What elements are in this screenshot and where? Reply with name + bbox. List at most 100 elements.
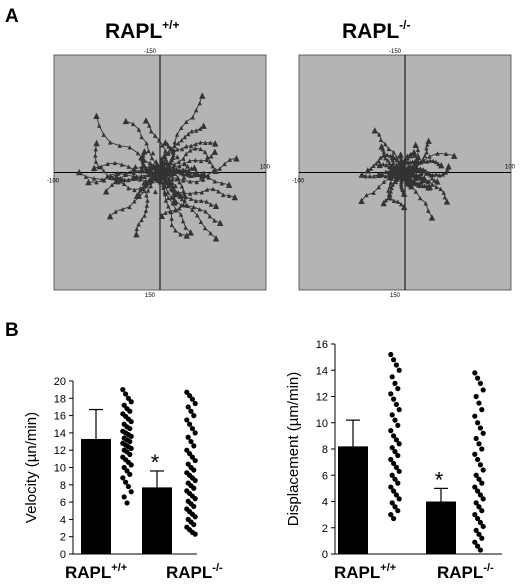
track-marker <box>389 167 394 173</box>
track-marker <box>112 160 118 166</box>
track-marker <box>180 218 186 224</box>
data-point <box>391 396 397 402</box>
track-marker <box>437 173 442 178</box>
data-point <box>127 438 133 445</box>
data-point <box>388 428 394 434</box>
data-point <box>391 433 397 439</box>
track-marker <box>378 137 384 143</box>
track-marker <box>156 138 162 143</box>
track-marker <box>178 232 183 237</box>
track-marker <box>172 208 178 213</box>
track-marker <box>171 199 178 206</box>
track-marker <box>138 188 143 193</box>
track-marker <box>443 170 448 175</box>
track-marker <box>126 164 131 169</box>
track-marker <box>388 192 393 198</box>
track-marker <box>429 175 435 181</box>
track-marker <box>122 117 130 125</box>
data-point <box>395 508 401 514</box>
data-point <box>121 494 127 500</box>
track-marker <box>168 209 174 215</box>
track-marker <box>185 203 190 208</box>
track-marker <box>140 153 146 158</box>
track-marker <box>166 144 171 149</box>
track-marker <box>182 193 187 198</box>
track-marker <box>432 178 437 183</box>
track-marker <box>418 170 424 176</box>
track-marker <box>371 127 378 134</box>
track-marker <box>193 190 199 195</box>
track-marker <box>397 174 403 180</box>
y-tick-label: 6 <box>322 470 328 482</box>
track-marker <box>107 140 113 145</box>
data-point <box>475 420 481 426</box>
track-marker <box>424 149 429 155</box>
track-marker <box>183 171 189 177</box>
data-point <box>191 467 197 473</box>
data-point <box>388 512 394 518</box>
track-marker <box>222 161 227 167</box>
data-point <box>395 452 401 459</box>
track-marker <box>387 160 392 166</box>
track-marker <box>142 117 150 124</box>
track-marker <box>397 151 404 158</box>
track-marker <box>400 190 408 197</box>
track-marker <box>440 172 446 177</box>
data-point <box>475 515 481 522</box>
data-point <box>124 500 130 506</box>
track-marker <box>107 175 113 180</box>
data-point <box>188 408 194 414</box>
track-marker <box>101 168 106 174</box>
track-marker <box>207 159 213 164</box>
track-marker <box>205 172 211 178</box>
track-marker <box>137 177 143 182</box>
track-marker <box>358 197 365 204</box>
track-marker <box>131 170 137 176</box>
track-marker <box>139 217 144 223</box>
track-marker <box>386 146 391 152</box>
data-point <box>189 396 195 402</box>
data-point <box>192 457 198 464</box>
track-marker <box>91 176 97 181</box>
track-marker <box>108 173 113 178</box>
track-marker <box>364 167 371 174</box>
track-marker <box>93 112 100 120</box>
data-point <box>127 451 133 458</box>
track-marker <box>154 177 160 183</box>
track-marker <box>428 173 433 178</box>
track-marker <box>170 187 176 193</box>
track-marker <box>389 185 394 191</box>
data-point <box>396 407 402 413</box>
category-label: RAPL-/- <box>166 562 223 582</box>
track-marker <box>174 147 180 152</box>
track-marker <box>133 230 140 238</box>
track-marker <box>395 199 401 204</box>
data-point <box>185 434 191 440</box>
track-marker <box>181 156 186 161</box>
track-marker <box>423 201 428 206</box>
track-marker <box>156 172 161 178</box>
track-marker <box>393 175 399 181</box>
track-marker <box>93 139 100 147</box>
track-marker <box>188 143 194 149</box>
data-point <box>123 391 129 397</box>
chart-title: RAPL+/+ <box>105 18 180 43</box>
track-marker <box>179 146 185 152</box>
track-marker <box>387 175 392 181</box>
track-marker <box>133 192 141 199</box>
y-tick-label: 2 <box>60 532 66 544</box>
track-marker <box>390 182 395 187</box>
track-marker <box>207 213 212 219</box>
track-marker <box>176 159 182 164</box>
y-tick-label: 14 <box>316 365 328 377</box>
data-point <box>477 380 483 386</box>
track-marker <box>405 155 410 161</box>
track-marker <box>208 202 214 207</box>
track-marker <box>141 147 148 155</box>
track-marker <box>226 193 232 198</box>
track-marker <box>388 180 393 185</box>
track-marker <box>162 139 169 146</box>
track-marker <box>125 177 131 183</box>
panel-label-b: B <box>5 320 19 341</box>
track-marker <box>374 161 379 166</box>
